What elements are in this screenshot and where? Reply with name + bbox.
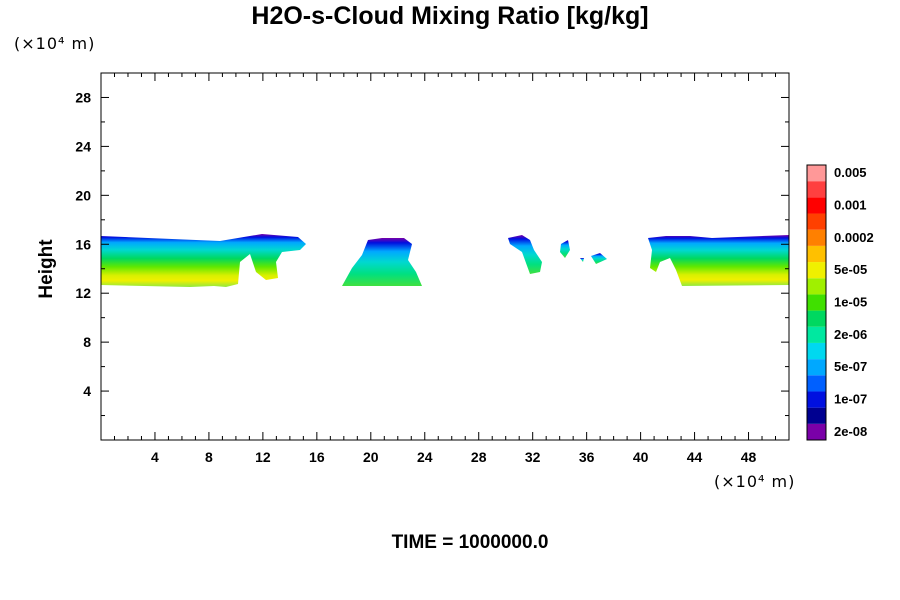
- x-axis-unit: (×10⁴ m): [714, 472, 796, 491]
- colorbar-swatch: [807, 197, 826, 214]
- x-tick-label: 48: [741, 449, 757, 465]
- y-tick-label: 8: [83, 334, 91, 350]
- time-label: TIME = 1000000.0: [391, 532, 549, 553]
- colorbar-swatch: [807, 391, 826, 408]
- colorbar-label: 1e-07: [834, 392, 867, 407]
- colorbar-swatch: [807, 181, 826, 198]
- colorbar-label: 0.0002: [834, 230, 874, 245]
- cloud-region-1: [101, 234, 306, 287]
- cloud-region-7: [648, 235, 789, 286]
- x-tick-label: 40: [633, 449, 649, 465]
- x-tick-label: 36: [579, 449, 595, 465]
- y-tick-label: 20: [75, 187, 91, 203]
- colorbar-swatch: [807, 310, 826, 327]
- colorbar-swatch: [807, 229, 826, 246]
- x-tick-label: 8: [205, 449, 213, 465]
- colorbar-swatch: [807, 407, 826, 424]
- colorbar-frame: [806, 164, 827, 441]
- colorbar-swatch: [807, 262, 826, 279]
- colorbar-swatch: [807, 375, 826, 392]
- y-axis-unit: (×10⁴ m): [14, 34, 96, 53]
- colorbar-swatch: [807, 326, 826, 343]
- cloud-field: [101, 234, 789, 287]
- cloud-region-4: [560, 240, 570, 258]
- colorbar-label: 5e-05: [834, 262, 867, 277]
- y-tick-label: 4: [83, 383, 91, 399]
- colorbar-swatch: [807, 423, 826, 440]
- y-tick-label: 16: [75, 236, 91, 252]
- colorbar-swatch: [807, 342, 826, 360]
- x-tick-label: 28: [471, 449, 487, 465]
- x-tick-label: 24: [417, 449, 433, 465]
- y-tick-label: 24: [75, 138, 91, 154]
- colorbar: 2e-08 1e-07 5e-07 2e-06 1e-05 5e-05 0.0002 0.00…: [806, 164, 874, 441]
- colorbar-label: 2e-06: [834, 327, 867, 342]
- cloud-region-6: [580, 258, 584, 262]
- x-tick-label: 16: [309, 449, 325, 465]
- colorbar-swatch: [807, 278, 826, 295]
- x-tick-label: 4: [151, 449, 159, 465]
- colorbar-swatch: [807, 213, 826, 230]
- cloud-region-3: [508, 235, 542, 274]
- x-tick-label: 12: [255, 449, 271, 465]
- x-tick-label: 44: [687, 449, 703, 465]
- y-tick-label: 12: [75, 285, 91, 301]
- colorbar-label: 2e-08: [834, 424, 867, 439]
- cloud-region-2: [342, 238, 422, 286]
- colorbar-swatch: [807, 165, 826, 182]
- chart-title: H2O-s-Cloud Mixing Ratio [kg/kg]: [251, 2, 649, 30]
- colorbar-label: 0.001: [834, 197, 867, 212]
- colorbar-label: 0.005: [834, 165, 867, 180]
- y-tick-label: 28: [75, 89, 91, 105]
- colorbar-swatch: [807, 359, 826, 376]
- colorbar-label: 5e-07: [834, 359, 867, 374]
- cloud-region-5: [591, 253, 607, 264]
- colorbar-label: 1e-05: [834, 295, 867, 310]
- x-tick-label: 20: [363, 449, 379, 465]
- colorbar-swatch: [807, 245, 826, 263]
- plot-frame: [100, 72, 790, 441]
- x-tick-label: 32: [525, 449, 541, 465]
- colorbar-swatch: [807, 294, 826, 311]
